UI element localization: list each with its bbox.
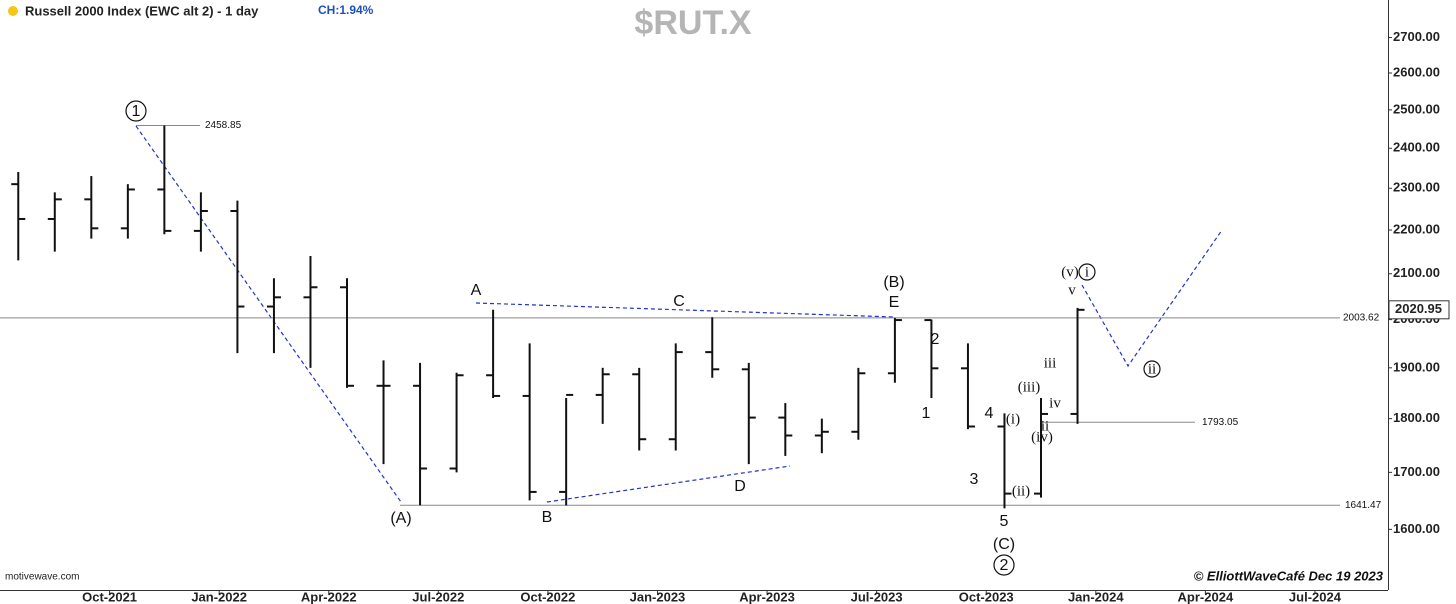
projection: [1081, 229, 1223, 368]
y-tick-label: 2300.00: [1393, 180, 1440, 195]
wave-label: 1: [132, 103, 141, 120]
annotation-circle: [993, 554, 1015, 576]
trendline: [546, 465, 791, 503]
watermark: $RUT.X: [634, 4, 751, 42]
x-tick-label: Jul-2023: [851, 589, 903, 604]
x-tick-label: Apr-2023: [739, 589, 795, 604]
wave-label: (ii): [1012, 483, 1030, 499]
wave-label: 1: [922, 405, 931, 422]
wave-label: ii: [1041, 418, 1049, 434]
wave-label: (i): [1006, 411, 1020, 427]
trendlines: [135, 125, 1223, 503]
last-price-label: 2020.95: [1395, 301, 1442, 316]
y-tick-label: 1900.00: [1393, 359, 1440, 374]
wave-label: B: [542, 509, 553, 526]
wave-label: (iv): [1031, 429, 1053, 445]
wave-label: 3: [970, 471, 979, 488]
x-tick-label: Jul-2024: [1289, 589, 1342, 604]
y-tick-label: 1600.00: [1393, 521, 1440, 536]
x-tick-label: Jan-2024: [1068, 589, 1124, 604]
status-dot: [8, 6, 18, 16]
wave-label: ii: [1148, 361, 1156, 377]
wave-label: 5: [1000, 513, 1009, 530]
level-label: 1793.05: [1202, 417, 1239, 428]
y-tick-label: 2600.00: [1393, 64, 1440, 79]
y-tick-label: 2500.00: [1393, 101, 1440, 116]
wave-label: D: [734, 478, 746, 495]
x-tick-label: Jan-2023: [630, 589, 686, 604]
level-label: 2458.85: [205, 120, 242, 131]
chart-title: Russell 2000 Index (EWC alt 2) - 1 day: [25, 3, 259, 18]
source: motivewave.com: [5, 572, 79, 583]
x-tick-label: Jul-2022: [412, 589, 464, 604]
x-tick-label: Apr-2024: [1178, 589, 1234, 604]
wave-label: (A): [390, 510, 411, 527]
wave-label: 2: [931, 331, 940, 348]
wave-label: C: [673, 293, 685, 310]
wave-label: iii: [1044, 355, 1057, 371]
x-tick-label: Oct-2022: [520, 589, 575, 604]
wave-label: v: [1068, 282, 1076, 298]
wave-label: (C): [993, 536, 1015, 553]
wave-label: (iii): [1018, 379, 1041, 395]
x-tick-label: Jan-2022: [191, 589, 247, 604]
annotation-circle: [1078, 263, 1096, 281]
wave-label: 2: [1000, 557, 1009, 574]
wave-label: iv: [1049, 395, 1061, 411]
x-tick-label: Apr-2022: [301, 589, 357, 604]
wave-label: i: [1085, 264, 1089, 280]
annotation-circle: [125, 100, 147, 122]
y-tick-label: 1800.00: [1393, 410, 1440, 425]
credit: © ElliottWaveCafé Dec 19 2023: [1194, 568, 1384, 583]
y-tick-label: 2100.00: [1393, 265, 1440, 280]
wave-label: (B): [883, 274, 904, 291]
level-label: 2003.62: [1343, 313, 1380, 324]
wave-label: A: [471, 282, 482, 299]
y-tick-label: 2200.00: [1393, 221, 1440, 236]
last-price-box: [1388, 300, 1450, 320]
annotation-circle: [1143, 360, 1161, 378]
y-tick-label: 2700.00: [1393, 29, 1440, 44]
change-label: CH:1.94%: [318, 3, 374, 17]
level-label: 1641.47: [1345, 500, 1382, 511]
x-tick-label: Oct-2021: [82, 589, 137, 604]
x-tick-label: Oct-2023: [959, 589, 1014, 604]
y-tick-label: 2400.00: [1393, 140, 1440, 155]
price-bars: [11, 125, 1085, 509]
wave-label: 4: [985, 405, 994, 422]
wave-label: E: [889, 294, 900, 311]
y-tick-label: 1700.00: [1393, 464, 1440, 479]
wave-label: (v): [1061, 264, 1079, 280]
